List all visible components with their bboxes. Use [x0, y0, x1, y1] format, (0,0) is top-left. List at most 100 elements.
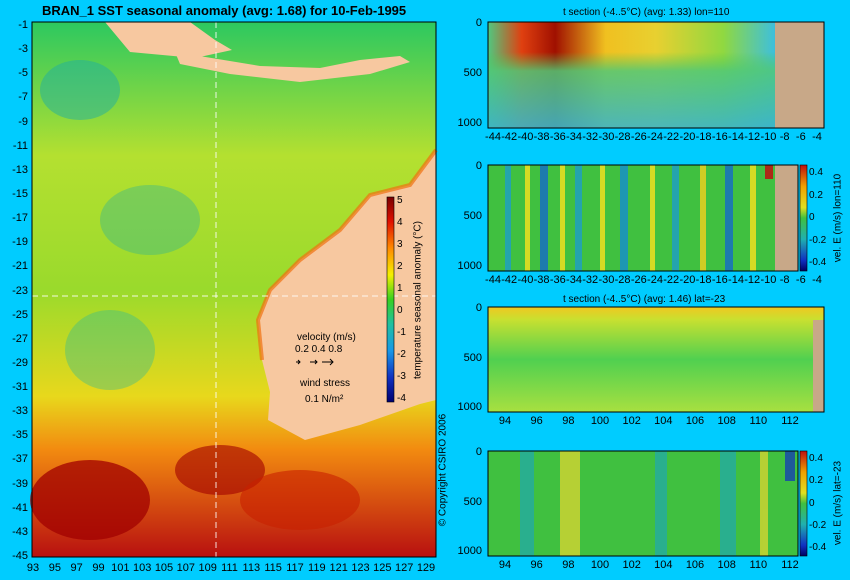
lat-tick-label: -1	[18, 19, 28, 31]
map-title: BRAN_1 SST seasonal anomaly (avg: 1.68) …	[42, 3, 407, 18]
lon-tick-label: 113	[242, 562, 261, 574]
lon-tick-label: 109	[198, 562, 217, 574]
colorbar-tick-label: -4	[397, 393, 406, 404]
section-x-tick-label: -6	[795, 274, 806, 286]
colorbar-tick-label: 3	[397, 239, 403, 250]
lat-tick-label: -33	[12, 405, 28, 418]
depth-tick-label: 500	[463, 210, 482, 222]
section-x-tick-label: -22	[663, 274, 680, 286]
lat-tick-label: -15	[12, 187, 28, 200]
section-x-tick-label: 112	[781, 559, 799, 571]
section-x-tick-label: 98	[562, 415, 575, 427]
section-x-tick-label: -14	[728, 131, 744, 143]
section-x-tick-label: -34	[566, 131, 582, 143]
section-x-tick-label: -20	[679, 274, 696, 286]
lat-tick-label: -37	[12, 453, 28, 466]
section-x-tick-label: -28	[614, 274, 631, 286]
section-x-tick-label: -18	[695, 131, 712, 143]
section-x-tick-label: -42	[501, 274, 518, 286]
velocity-legend-title: velocity (m/s)	[297, 332, 356, 343]
section-x-tick-label: -40	[517, 131, 534, 143]
section-x-tick-label: 110	[749, 415, 768, 427]
section-x-tick-label: 102	[622, 559, 641, 571]
velocity-stripes	[505, 165, 773, 271]
java-land	[105, 22, 232, 58]
section-x-tick-label: -12	[744, 131, 761, 143]
colorbar-tick-label: -3	[397, 371, 406, 382]
map-frame	[31, 21, 437, 558]
colorbar-tick-label: 5	[397, 195, 403, 206]
section-x-tick-label: -36	[549, 274, 566, 286]
land-mask	[775, 22, 824, 128]
section-x-tick-label: -36	[549, 131, 566, 143]
lat-tick-label: -19	[12, 236, 28, 249]
land-mask	[813, 320, 824, 412]
lon-tick-label: 105	[154, 562, 174, 574]
depth-tick-label: 1000	[457, 401, 482, 413]
cool-eddy	[65, 310, 155, 390]
section-x-tick-label: -16	[711, 274, 728, 286]
velocity-colorbar-tick-label: -0.2	[809, 519, 827, 531]
section-x-tick-label: -16	[711, 131, 728, 143]
velocity-colorbar-tick-label: 0	[809, 212, 815, 223]
panel-4-plot	[487, 450, 808, 557]
wind-legend-value: 0.1 N/m²	[305, 394, 344, 405]
section-x-tick-label: -22	[663, 131, 680, 143]
depth-tick-label: 500	[463, 495, 482, 508]
indonesia-land	[175, 52, 410, 82]
section-x-tick-label: -24	[647, 274, 663, 286]
lat-tick-label: -31	[12, 381, 28, 394]
section-x-tick-label: -6	[795, 131, 806, 143]
section-x-tick-label: -44	[485, 274, 501, 286]
depth-tick-label: 0	[475, 160, 482, 172]
lon-tick-label: 121	[329, 562, 348, 574]
section-x-tick-label: -32	[582, 274, 599, 286]
section-x-tick-label: -4	[812, 131, 822, 143]
velocity-legend-scale: 0.2 0.4 0.8	[295, 344, 343, 355]
lat-tick-label: -43	[12, 525, 28, 538]
lat-tick-label: -11	[12, 139, 28, 152]
lon-tick-label: 99	[92, 562, 105, 574]
section-x-tick-label: -24	[647, 131, 663, 143]
lat-tick-label: -29	[12, 356, 28, 369]
lon-tick-label: 107	[176, 562, 195, 574]
velocity-colorbar-tick-label: 0.2	[809, 189, 823, 201]
lat-tick-label: -7	[18, 91, 28, 104]
section-x-tick-label: 104	[654, 559, 673, 571]
sst-colorbar	[386, 196, 395, 403]
section-x-tick-label: -10	[760, 274, 777, 286]
section-x-tick-label: -28	[614, 131, 631, 143]
section-x-tick-label: 106	[685, 415, 705, 427]
section-x-tick-label: 102	[622, 415, 641, 427]
warm-eddy	[175, 445, 265, 495]
velocity-colorbar-tick-label: 0.4	[809, 453, 823, 464]
section-x-tick-label: -40	[517, 274, 534, 286]
section-x-tick-label: 110	[749, 559, 768, 571]
section-x-tick-label: -30	[598, 131, 615, 143]
lat-tick-label: -17	[12, 212, 28, 225]
lon-tick-label: 101	[111, 562, 130, 574]
lat-tick-label: -21	[12, 260, 28, 273]
depth-tick-label: 1000	[457, 117, 482, 129]
colorbar-tick-label: 4	[397, 217, 403, 228]
lon-tick-label: 117	[286, 562, 304, 574]
section-x-tick-label: 100	[590, 559, 610, 571]
section-x-tick-label: -10	[760, 131, 777, 143]
lon-tick-label: 97	[70, 562, 83, 574]
section-x-tick-label: -32	[582, 131, 599, 143]
lat-tick-label: -3	[18, 43, 28, 56]
sst-map	[30, 21, 438, 558]
depth-tick-label: 0	[475, 302, 482, 314]
depth-tick-label: 0	[475, 446, 482, 458]
panel-3-plot	[487, 306, 825, 413]
colorbar-tick-label: 1	[397, 283, 403, 294]
copyright: © Copyright CSIRO 2006	[437, 413, 449, 527]
section-x-tick-label: 98	[562, 559, 575, 571]
velocity-colorbar-tick-label: -0.4	[809, 257, 827, 268]
wind-legend-title: wind stress	[300, 378, 351, 389]
velocity-colorbar-tick-label: -0.4	[809, 542, 827, 553]
section-x-tick-label: -34	[566, 274, 582, 286]
section-x-tick-label: -42	[501, 131, 518, 143]
velocity-legend-arrows	[296, 358, 334, 366]
